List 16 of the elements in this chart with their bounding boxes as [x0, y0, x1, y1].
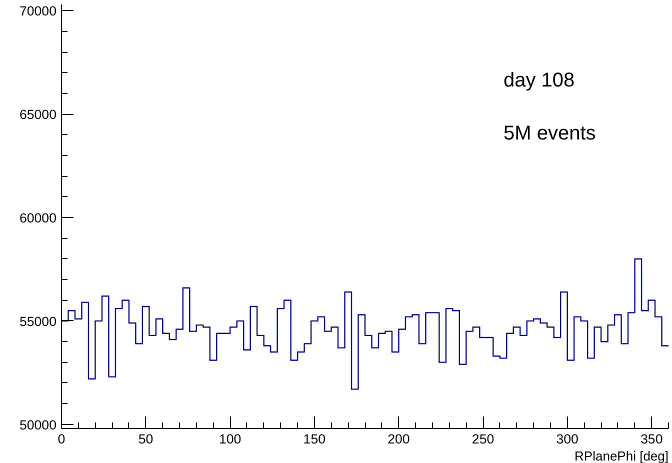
- y-tick-label: 50000: [19, 417, 56, 432]
- y-tick-label: 55000: [19, 314, 56, 329]
- annotation: 5M events: [504, 122, 596, 144]
- x-tick-label: 250: [472, 432, 494, 446]
- x-tick-label: 350: [640, 432, 663, 446]
- x-tick-label: 200: [388, 432, 410, 446]
- annotation: day 108: [504, 70, 575, 92]
- x-tick-label: 150: [303, 432, 326, 446]
- x-tick-label: 300: [556, 432, 578, 446]
- x-tick-label: 0: [58, 432, 66, 446]
- x-tick-label: 100: [218, 432, 242, 446]
- y-tick-label: 65000: [19, 107, 56, 122]
- y-tick-label: 60000: [19, 210, 56, 226]
- y-tick-label: 70000: [19, 4, 56, 19]
- x-axis-title: RPlanePhi [deg]: [574, 448, 668, 463]
- x-tick-label: 50: [138, 432, 154, 446]
